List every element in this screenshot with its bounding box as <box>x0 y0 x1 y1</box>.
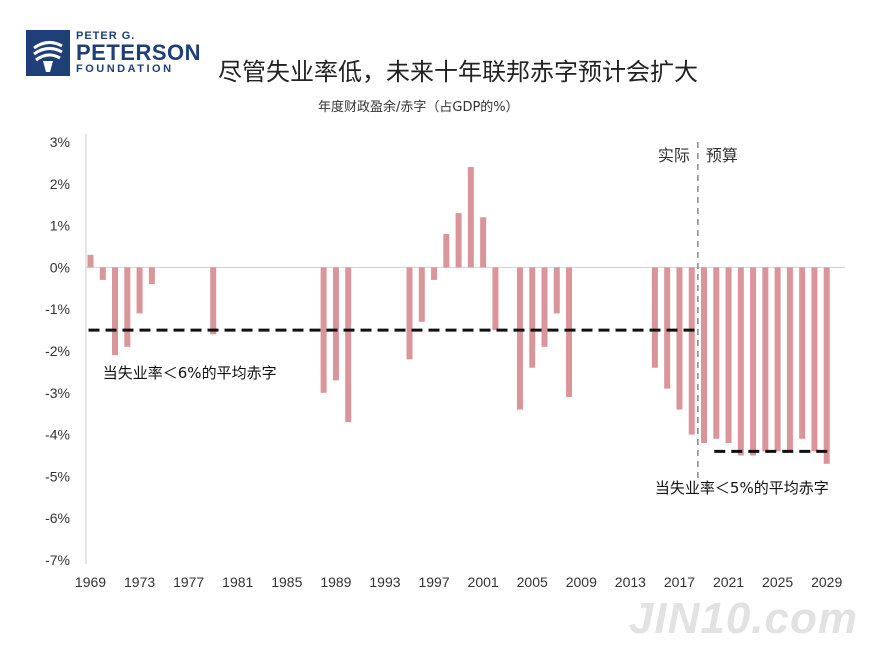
average-deficit-label: 当失业率＜5%的平均赤字 <box>655 479 829 497</box>
y-tick-label: 1% <box>50 218 70 234</box>
deficit-bar <box>455 213 462 268</box>
deficit-bar <box>713 267 720 439</box>
x-tick-label: 2013 <box>615 574 646 590</box>
deficit-bar <box>516 267 523 410</box>
y-tick-label: -4% <box>45 427 70 443</box>
deficit-bar <box>320 267 327 393</box>
y-tick-label: -3% <box>45 385 70 401</box>
deficit-bar <box>467 167 474 268</box>
torch-icon <box>26 30 70 76</box>
deficit-bar <box>492 267 499 331</box>
deficit-bar <box>87 254 94 268</box>
x-tick-label: 1985 <box>271 574 302 590</box>
y-tick-label: 3% <box>50 134 70 150</box>
average-deficit-label: 当失业率＜6%的平均赤字 <box>103 364 277 382</box>
deficit-bar <box>811 267 818 452</box>
deficit-bar <box>541 267 548 347</box>
deficit-bar <box>99 267 106 280</box>
x-tick-label: 2029 <box>811 574 842 590</box>
deficit-bar <box>664 267 671 389</box>
deficit-bar <box>762 267 769 452</box>
deficit-bar <box>823 267 830 464</box>
x-tick-label: 1981 <box>222 574 253 590</box>
deficit-bar <box>443 233 450 268</box>
x-tick-label: 1993 <box>369 574 400 590</box>
deficit-bar <box>676 267 683 410</box>
deficit-bar <box>148 267 155 285</box>
deficit-bar <box>345 267 352 423</box>
x-tick-label: 1989 <box>320 574 351 590</box>
deficit-bar <box>418 267 425 322</box>
y-tick-label: -2% <box>45 343 70 359</box>
deficit-bar <box>529 267 536 368</box>
logo-line-2: PETERSON <box>76 40 202 65</box>
deficit-bar <box>725 267 732 443</box>
x-tick-label: 1977 <box>173 574 204 590</box>
deficit-bar <box>480 217 487 268</box>
divider-label-actual: 实际 <box>658 146 690 165</box>
y-tick-label: -1% <box>45 301 70 317</box>
deficit-bar <box>799 267 806 439</box>
x-tick-label: 2009 <box>566 574 597 590</box>
x-tick-label: 2021 <box>713 574 744 590</box>
deficit-bar <box>566 267 573 397</box>
deficit-bar <box>332 267 339 381</box>
x-tick-label: 2017 <box>664 574 695 590</box>
x-tick-label: 2025 <box>762 574 793 590</box>
x-tick-label: 1997 <box>418 574 449 590</box>
x-tick-label: 1973 <box>124 574 155 590</box>
chart-title: 尽管失业率低，未来十年联邦赤字预计会扩大 <box>218 58 698 86</box>
deficit-bar <box>786 267 793 452</box>
deficit-bar <box>774 267 781 452</box>
deficit-bar <box>210 267 217 335</box>
y-tick-label: 2% <box>50 176 70 192</box>
deficit-bar <box>701 267 707 443</box>
peterson-foundation-logo: PETER G. PETERSON FOUNDATION <box>26 28 201 78</box>
divider-label-projected: 预算 <box>706 146 738 165</box>
jin10-watermark: JIN10.com <box>628 594 858 643</box>
logo-line-3: FOUNDATION <box>76 63 174 75</box>
deficit-bar <box>112 267 119 356</box>
chart-subtitle: 年度财政盈余/赤字（占GDP的%） <box>318 100 519 115</box>
logo-line-1: PETER G. <box>76 30 136 42</box>
deficit-bar <box>651 267 658 368</box>
deficit-bar <box>124 267 131 347</box>
y-tick-label: 0% <box>50 259 70 275</box>
y-tick-label: -5% <box>45 468 70 484</box>
logo-wordmark: PETER G. PETERSON FOUNDATION <box>76 31 201 75</box>
deficit-bar <box>750 267 757 456</box>
x-tick-label: 2005 <box>517 574 548 590</box>
deficit-bar <box>553 267 560 314</box>
deficit-bar <box>431 267 438 280</box>
y-tick-label: -6% <box>45 510 70 526</box>
deficit-bar <box>406 267 413 360</box>
deficit-bar <box>688 267 695 435</box>
x-tick-label: 1969 <box>75 574 106 590</box>
deficit-bar <box>136 267 143 314</box>
deficit-bar <box>737 267 744 456</box>
x-tick-label: 2001 <box>468 574 499 590</box>
y-tick-label: -7% <box>45 552 70 568</box>
